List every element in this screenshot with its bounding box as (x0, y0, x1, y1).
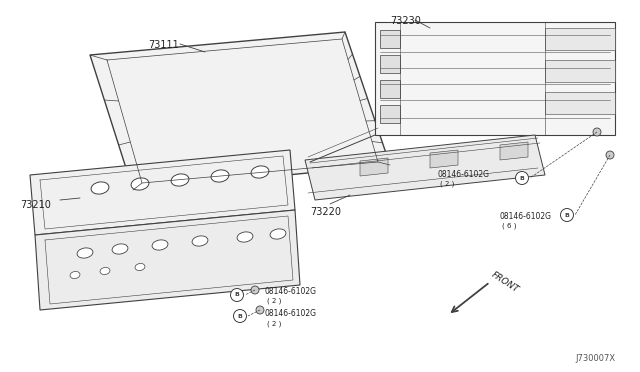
Polygon shape (305, 135, 545, 200)
Text: 73210: 73210 (20, 200, 51, 210)
Ellipse shape (171, 174, 189, 186)
Ellipse shape (251, 166, 269, 178)
Polygon shape (380, 55, 400, 73)
Text: ( 2 ): ( 2 ) (440, 181, 454, 187)
Circle shape (234, 310, 246, 323)
Circle shape (256, 306, 264, 314)
Ellipse shape (135, 263, 145, 270)
Polygon shape (545, 60, 615, 82)
Text: 08146-6102G: 08146-6102G (500, 212, 552, 221)
Circle shape (561, 208, 573, 221)
Polygon shape (30, 150, 295, 235)
Polygon shape (430, 150, 458, 168)
Text: 08146-6102G: 08146-6102G (438, 170, 490, 179)
Ellipse shape (112, 244, 128, 254)
Text: FRONT: FRONT (490, 270, 521, 295)
Text: J730007X: J730007X (575, 354, 615, 363)
Text: 08146-6102G: 08146-6102G (265, 286, 317, 295)
Text: ( 2 ): ( 2 ) (267, 298, 282, 304)
Circle shape (606, 151, 614, 159)
Polygon shape (500, 142, 528, 160)
Text: B: B (564, 212, 570, 218)
Polygon shape (90, 32, 390, 190)
Ellipse shape (192, 236, 208, 246)
Polygon shape (380, 30, 400, 48)
Text: B: B (235, 292, 239, 298)
Ellipse shape (237, 232, 253, 242)
Ellipse shape (152, 240, 168, 250)
Text: 08146-6102G: 08146-6102G (265, 310, 317, 318)
Circle shape (593, 128, 601, 136)
Polygon shape (35, 210, 300, 310)
Text: B: B (520, 176, 524, 180)
Ellipse shape (270, 229, 286, 239)
Polygon shape (545, 92, 615, 114)
Polygon shape (375, 22, 615, 135)
Polygon shape (380, 80, 400, 98)
Circle shape (251, 286, 259, 294)
Text: 73230: 73230 (390, 16, 421, 26)
Polygon shape (380, 105, 400, 123)
Ellipse shape (211, 170, 229, 182)
Circle shape (515, 171, 529, 185)
Ellipse shape (131, 178, 149, 190)
Text: ( 6 ): ( 6 ) (502, 223, 516, 229)
Ellipse shape (70, 272, 80, 279)
Text: ( 2 ): ( 2 ) (267, 321, 282, 327)
Polygon shape (545, 28, 615, 50)
Ellipse shape (91, 182, 109, 194)
Polygon shape (360, 158, 388, 176)
Ellipse shape (100, 267, 110, 275)
Ellipse shape (77, 248, 93, 258)
Text: B: B (237, 314, 243, 318)
Text: 73111: 73111 (148, 40, 179, 50)
Text: 73220: 73220 (310, 207, 341, 217)
Circle shape (230, 289, 243, 301)
